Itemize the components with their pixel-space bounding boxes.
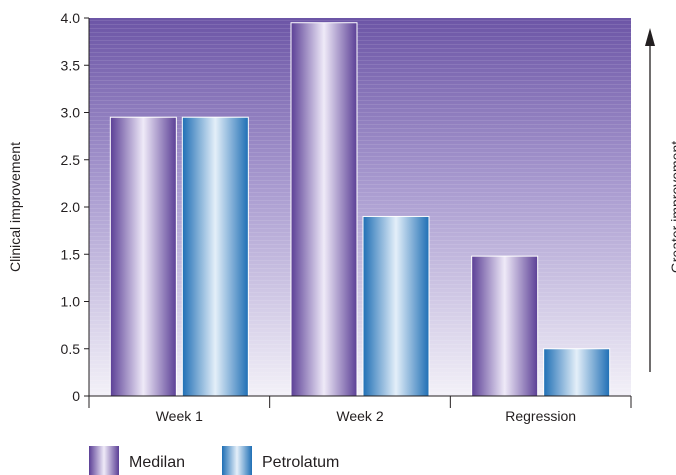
y-tick-label: 0 bbox=[72, 388, 80, 404]
bar-petrolatum-regression bbox=[543, 348, 611, 397]
x-axis: Week 1 Week 2 Regression bbox=[88, 395, 632, 424]
x-tick-label: Regression bbox=[505, 408, 576, 424]
legend-label-medilan: Medilan bbox=[129, 454, 185, 471]
bar-petrolatum-week-1 bbox=[181, 116, 249, 397]
bar-medilan-week-2 bbox=[290, 22, 358, 397]
improvement-annotation: Greater improvement bbox=[668, 141, 676, 273]
y-tick-label: 1.0 bbox=[61, 294, 81, 310]
y-tick-label: 3.5 bbox=[61, 57, 81, 73]
y-tick-label: 3.0 bbox=[61, 105, 81, 121]
legend: Medilan Petrolatum bbox=[89, 446, 339, 475]
y-axis-label: Clinical improvement bbox=[7, 142, 23, 272]
bar-petrolatum-week-2 bbox=[362, 215, 430, 397]
legend-swatch-petrolatum bbox=[222, 446, 252, 475]
y-tick-label: 2.5 bbox=[61, 152, 81, 168]
plot-background-texture bbox=[89, 18, 631, 396]
bar-medilan-week-1 bbox=[109, 116, 177, 397]
arrow-up-icon bbox=[645, 28, 655, 46]
y-tick-label: 1.5 bbox=[61, 246, 81, 262]
y-tick-label: 4.0 bbox=[61, 10, 81, 26]
legend-label-petrolatum: Petrolatum bbox=[262, 454, 339, 471]
y-axis: 0 0.5 1.0 1.5 2.0 2.5 3.0 3.5 4.0 bbox=[61, 10, 90, 404]
bars-group bbox=[109, 22, 611, 397]
x-tick-label: Week 1 bbox=[156, 408, 203, 424]
legend-swatch-medilan bbox=[89, 446, 119, 475]
bar-medilan-regression bbox=[471, 255, 539, 397]
x-tick-label: Week 2 bbox=[336, 408, 383, 424]
y-tick-label: 0.5 bbox=[61, 341, 81, 357]
y-tick-label: 2.0 bbox=[61, 199, 81, 215]
greater-improvement-indicator: Greater improvement bbox=[645, 28, 676, 372]
